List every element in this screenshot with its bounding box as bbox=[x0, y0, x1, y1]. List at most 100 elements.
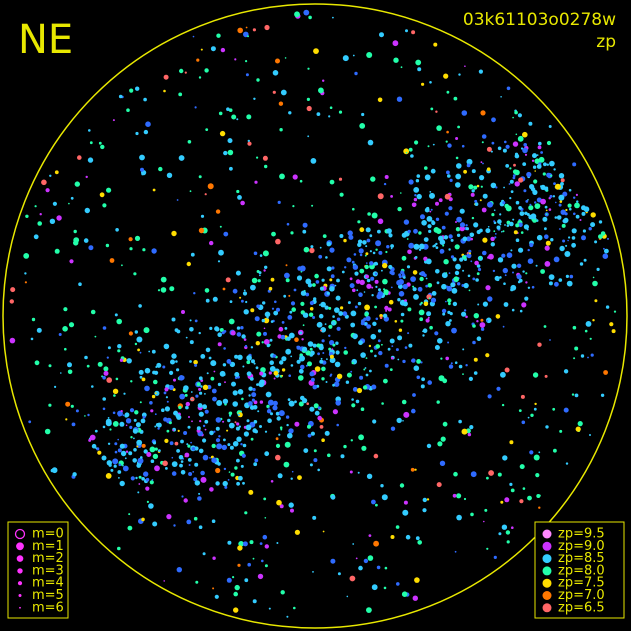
star bbox=[229, 445, 234, 450]
star bbox=[211, 388, 217, 394]
star bbox=[289, 334, 292, 338]
star bbox=[359, 253, 363, 257]
star bbox=[290, 231, 294, 235]
star bbox=[224, 381, 226, 384]
star bbox=[449, 178, 453, 182]
star bbox=[529, 242, 534, 248]
star bbox=[335, 350, 340, 355]
star bbox=[502, 148, 507, 153]
star bbox=[324, 430, 330, 436]
star bbox=[119, 443, 125, 449]
star bbox=[299, 179, 303, 183]
star bbox=[542, 216, 548, 222]
star bbox=[125, 418, 132, 424]
star bbox=[428, 297, 431, 300]
star bbox=[60, 372, 62, 374]
star bbox=[193, 516, 198, 521]
star bbox=[550, 238, 554, 242]
star bbox=[366, 607, 372, 613]
star bbox=[566, 280, 573, 287]
star bbox=[162, 460, 168, 467]
star bbox=[186, 261, 191, 267]
star bbox=[202, 438, 207, 443]
star bbox=[514, 152, 519, 156]
star bbox=[65, 401, 71, 407]
star bbox=[298, 401, 304, 407]
star bbox=[386, 228, 392, 234]
star bbox=[381, 494, 388, 501]
star bbox=[412, 287, 417, 292]
star bbox=[421, 377, 425, 382]
star bbox=[431, 220, 435, 224]
star bbox=[316, 112, 321, 116]
star bbox=[609, 322, 614, 327]
star bbox=[348, 234, 354, 240]
magnitude-label: m=6 bbox=[32, 600, 64, 615]
star bbox=[582, 229, 587, 233]
star bbox=[455, 137, 459, 140]
star bbox=[490, 242, 495, 247]
star bbox=[23, 253, 30, 259]
star bbox=[387, 347, 391, 351]
star bbox=[548, 281, 553, 286]
star bbox=[320, 301, 326, 308]
star bbox=[302, 222, 308, 228]
star bbox=[287, 315, 293, 320]
star bbox=[212, 396, 217, 402]
star bbox=[453, 96, 458, 101]
star bbox=[506, 252, 513, 258]
star bbox=[331, 266, 335, 270]
star bbox=[286, 336, 291, 341]
star bbox=[287, 432, 293, 439]
star bbox=[411, 202, 417, 208]
star bbox=[563, 217, 569, 223]
star bbox=[328, 306, 332, 310]
star bbox=[526, 171, 532, 178]
star bbox=[221, 331, 225, 335]
star bbox=[288, 428, 294, 434]
star bbox=[565, 244, 568, 247]
star bbox=[178, 455, 184, 460]
star bbox=[124, 412, 130, 418]
star bbox=[352, 543, 355, 545]
star bbox=[443, 259, 449, 265]
star bbox=[172, 429, 175, 432]
star bbox=[287, 398, 291, 401]
star bbox=[469, 425, 474, 430]
star bbox=[456, 514, 462, 521]
star bbox=[545, 425, 549, 429]
star bbox=[236, 458, 240, 463]
star bbox=[262, 534, 268, 540]
star bbox=[448, 302, 451, 306]
star bbox=[501, 524, 508, 530]
star bbox=[238, 541, 244, 547]
star bbox=[303, 9, 310, 16]
star bbox=[118, 477, 120, 479]
star bbox=[254, 429, 258, 434]
star bbox=[406, 265, 411, 269]
star bbox=[306, 97, 310, 101]
star bbox=[264, 544, 269, 549]
magnitude-label: m=5 bbox=[32, 588, 64, 603]
star bbox=[426, 216, 433, 222]
star bbox=[370, 276, 375, 281]
star bbox=[342, 311, 348, 317]
star bbox=[78, 282, 82, 287]
star bbox=[540, 151, 543, 154]
star bbox=[545, 209, 548, 212]
star bbox=[571, 393, 575, 396]
star bbox=[188, 416, 190, 418]
star bbox=[533, 454, 540, 461]
star bbox=[217, 260, 221, 263]
star bbox=[371, 584, 378, 591]
star bbox=[400, 319, 404, 323]
star bbox=[382, 278, 388, 285]
star bbox=[493, 555, 497, 560]
star bbox=[440, 436, 446, 442]
star bbox=[185, 401, 190, 407]
star bbox=[368, 344, 372, 348]
star bbox=[441, 272, 448, 279]
star bbox=[325, 256, 328, 259]
star bbox=[262, 301, 266, 305]
